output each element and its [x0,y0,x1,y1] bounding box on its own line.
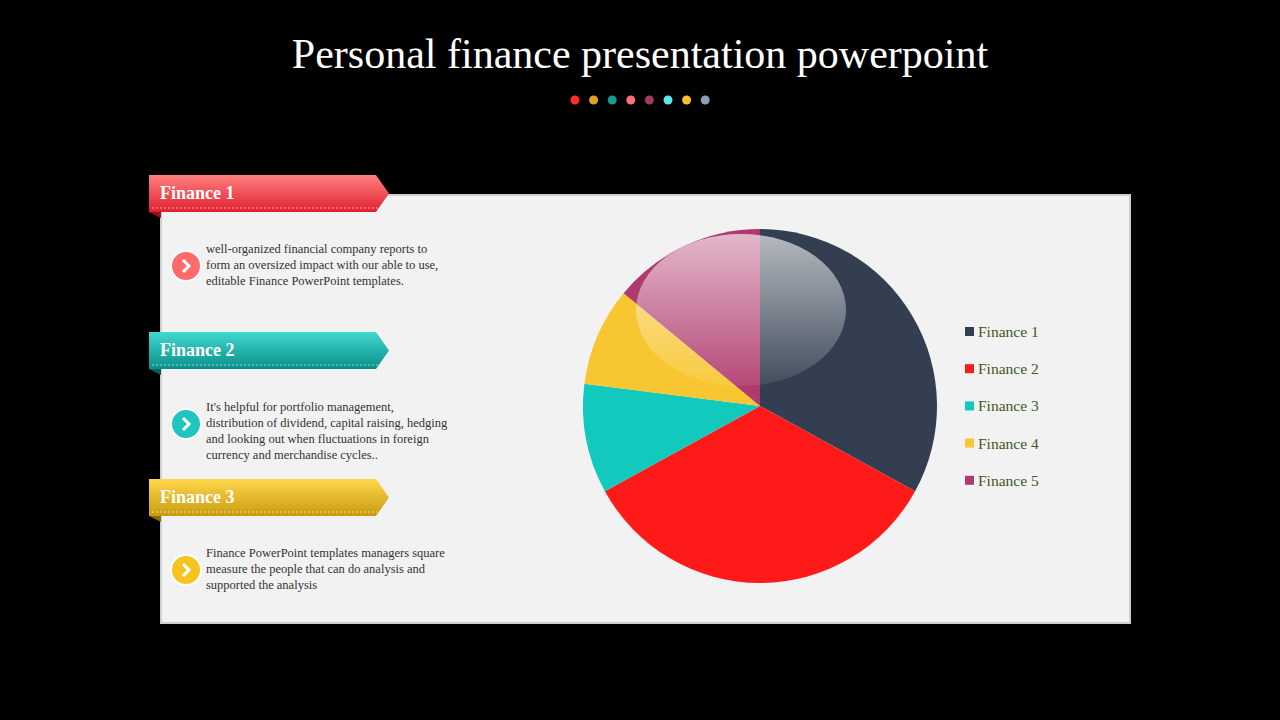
pie [583,229,937,583]
panel-heading: Finance 3 [160,487,235,507]
panel-text-line: well-organized financial company reports… [206,242,427,256]
pie-slice [624,229,760,406]
panel-text: Finance PowerPoint templates managers sq… [206,546,445,592]
bullet-icon [171,409,201,439]
ribbon-stitch [152,208,378,209]
decor-dot [664,96,673,105]
ribbon [149,479,389,516]
legend-label: Finance 1 [978,323,1039,340]
decor-dot [626,96,635,105]
panel-item: Finance 1 well-organized financial compan… [149,175,438,288]
panel-text-line: editable Finance PowerPoint templates. [206,274,404,288]
decor-dot [589,96,598,105]
decor-dot [701,96,710,105]
bullet-chevron [183,418,189,430]
gloss-highlight [636,234,846,386]
decor-dot [608,96,617,105]
ribbon [149,332,389,369]
panel-text-line: It's helpful for portfolio management, [206,400,394,414]
ribbon-fold [149,516,161,522]
panel-text-line: form an oversized impact with our able t… [206,258,438,272]
slide: Personal finance presentation powerpoint… [0,0,1280,720]
panel-text: It's helpful for portfolio management, di… [206,400,448,462]
legend-label: Finance 2 [978,360,1039,377]
panel-text-line: supported the analysis [206,578,317,592]
panel-text-line: and looking out when fluctuations in for… [206,432,430,446]
panel-text: well-organized financial company reports… [206,242,438,288]
ribbon-stitch [152,365,378,366]
ribbon-fold [149,369,161,375]
decor-dot [571,96,580,105]
legend-label: Finance 4 [978,435,1039,452]
bullet-icon [171,555,201,585]
panel-text-line: Finance PowerPoint templates managers sq… [206,546,445,560]
bullet-chevron [183,260,189,272]
legend-swatch [965,476,974,485]
bullet-chevron [183,564,189,576]
panel-item: Finance 2 It's helpful for portfolio mana… [149,332,448,462]
ribbon-stitch [152,512,378,513]
legend-swatch [965,327,974,336]
bullet-icon [171,251,201,281]
legend: Finance 1 Finance 2 Finance 3 Finance 4 Fina… [965,323,1039,489]
panel-text-line: measure the people that can do analysis … [206,562,426,576]
panel [161,195,1130,623]
legend-label: Finance 5 [978,472,1039,489]
decor-dot [645,96,654,105]
legend-swatch [965,401,974,410]
ribbon-fold [149,212,161,218]
legend-swatch [965,439,974,448]
legend-label: Finance 3 [978,397,1039,414]
ribbon [149,175,389,212]
panel-text-line: distribution of dividend, capital raisin… [206,416,448,430]
panel-item: Finance 3 Finance PowerPoint templates ma… [149,479,445,592]
legend-swatch [965,364,974,373]
panel-heading: Finance 1 [160,183,235,203]
panel-text-line: currency and merchandise cycles.. [206,448,378,462]
decor-dot [682,96,691,105]
panel-heading: Finance 2 [160,340,235,360]
title: Personal finance presentation powerpoint [292,31,989,77]
